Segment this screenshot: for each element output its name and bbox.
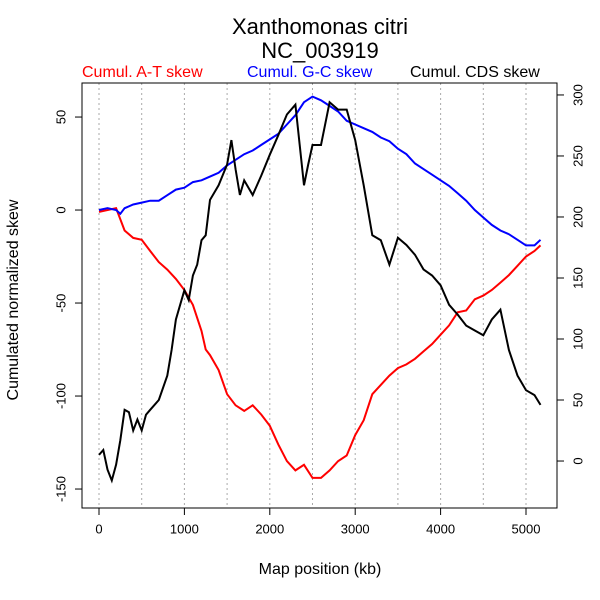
y-tick-label: -150: [53, 476, 68, 502]
x-tick-label: 1000: [170, 521, 199, 536]
x-tick-label: 4000: [426, 521, 455, 536]
y-tick-label: 50: [53, 110, 68, 124]
y2-tick-label: 50: [570, 393, 585, 407]
y2-tick-label: 200: [570, 206, 585, 228]
chart-title: Xanthomonas citri: [232, 14, 408, 39]
y2-tick-label: 300: [570, 84, 585, 106]
x-tick-label: 3000: [341, 521, 370, 536]
x-tick-label: 5000: [512, 521, 541, 536]
y-axis-label: Cumulated normalized skew: [5, 199, 22, 400]
legend-entry: Cumul. G-C skew: [247, 64, 373, 81]
y2-tick-label: 100: [570, 328, 585, 350]
plot-frame: [81, 82, 558, 509]
x-axis-label: Map position (kb): [259, 561, 382, 578]
y-tick-label: 0: [53, 206, 68, 213]
x-tick-label: 2000: [255, 521, 284, 536]
y-tick-label: -100: [53, 383, 68, 409]
y-tick-label: -50: [53, 294, 68, 313]
y2-tick-label: 150: [570, 267, 585, 289]
y2-tick-label: 250: [570, 145, 585, 167]
legend-entry: Cumul. A-T skew: [82, 64, 203, 81]
series-line: [98, 100, 542, 484]
legend-entry: Cumul. CDS skew: [410, 64, 540, 81]
chart-subtitle: NC_003919: [261, 38, 378, 63]
x-tick-label: 0: [95, 521, 102, 536]
series-line: [98, 95, 542, 247]
y2-tick-label: 0: [570, 457, 585, 464]
series-line: [98, 207, 542, 479]
